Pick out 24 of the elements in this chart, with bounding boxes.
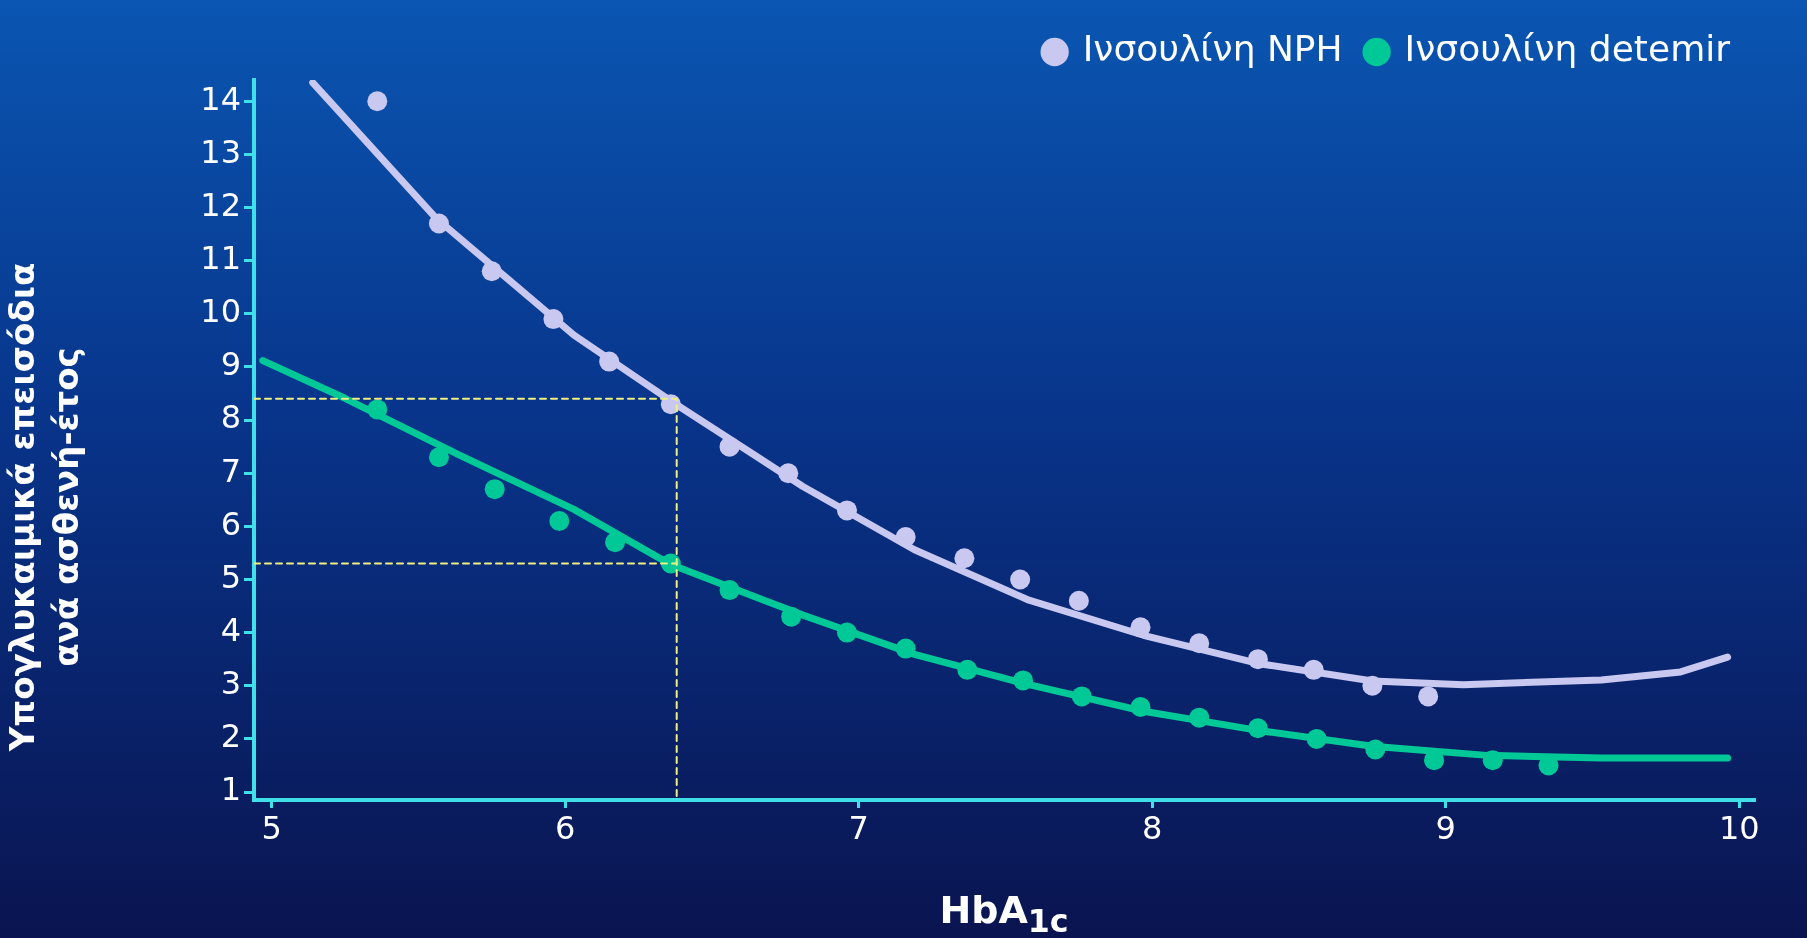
y-tick-label: 6 (220, 504, 241, 543)
y-tick-label: 2 (220, 717, 241, 756)
x-tick-label: 10 (1718, 808, 1760, 847)
y-tick-label: 9 (220, 345, 241, 384)
y-tick-label: 13 (200, 132, 241, 171)
y-tick-label: 3 (220, 664, 241, 703)
legend-label: Ινσουλίνη detemir (1404, 28, 1731, 70)
y-tick-label: 14 (200, 79, 241, 118)
y-axis-title: Υπογλυκαιμικά επεισόδια ανά ασθενή-έτος (1, 262, 87, 752)
x-tick-label: 7 (848, 808, 869, 847)
y-tick-label: 1 (220, 770, 241, 809)
x-tick-label: 5 (261, 808, 282, 847)
y-tick-label: 12 (200, 185, 241, 224)
x-tick-label: 6 (554, 808, 576, 847)
x-tick-label: 9 (1435, 808, 1456, 847)
legend-label: Ινσουλίνη NPH (1082, 28, 1343, 70)
y-tick-label: 5 (220, 557, 241, 596)
y-tick-label: 4 (220, 610, 241, 649)
y-tick-label: 10 (200, 292, 241, 331)
y-tick-label: 8 (220, 398, 241, 437)
y-tick-label: 11 (200, 238, 241, 277)
x-axis-title: HbA$_{1c}$ (938, 888, 1070, 938)
y-tick-label: 7 (220, 451, 241, 490)
x-tick-label: 8 (1142, 808, 1163, 847)
